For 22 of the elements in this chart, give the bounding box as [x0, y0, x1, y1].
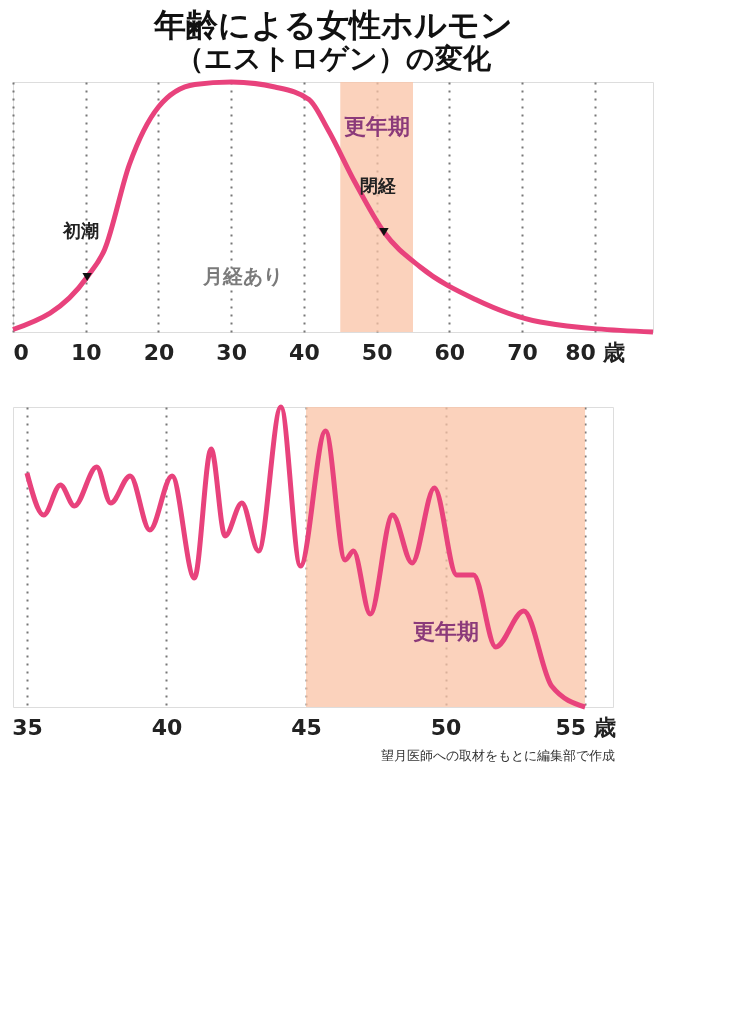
x-tick-label: 0 — [13, 339, 29, 365]
x-tick-label: 50 — [361, 339, 393, 365]
text: 望月医師への取材をもとに編集部で作成 — [381, 748, 616, 763]
band-label: 更年期 — [343, 114, 410, 139]
x-tick-label: 30 — [216, 339, 247, 365]
x-tick-label: 55 歳 — [555, 714, 616, 740]
x-tick-label: 40 — [151, 714, 183, 740]
band-label: 更年期 — [412, 619, 479, 644]
x-tick-label: 70 — [507, 339, 538, 365]
annotation: 初潮 — [62, 220, 100, 241]
x-tick-label: 60 — [434, 339, 466, 365]
x-tick-label: 40 — [289, 339, 320, 365]
annotation: 月経あり — [202, 264, 284, 288]
x-tick-label: 35 — [12, 714, 43, 740]
x-tick-label: 20 — [143, 339, 175, 365]
x-tick-label: 50 — [430, 714, 462, 740]
chart-subtitle: （エストロゲン）の変化 — [175, 42, 492, 75]
x-tick-label: 10 — [70, 339, 102, 365]
x-tick-label: 45 — [291, 714, 322, 740]
x-tick-label: 80 歳 — [565, 339, 626, 365]
chart-title: 年齢による女性ホルモン — [152, 6, 513, 44]
annotation: 閉経 — [359, 175, 397, 196]
